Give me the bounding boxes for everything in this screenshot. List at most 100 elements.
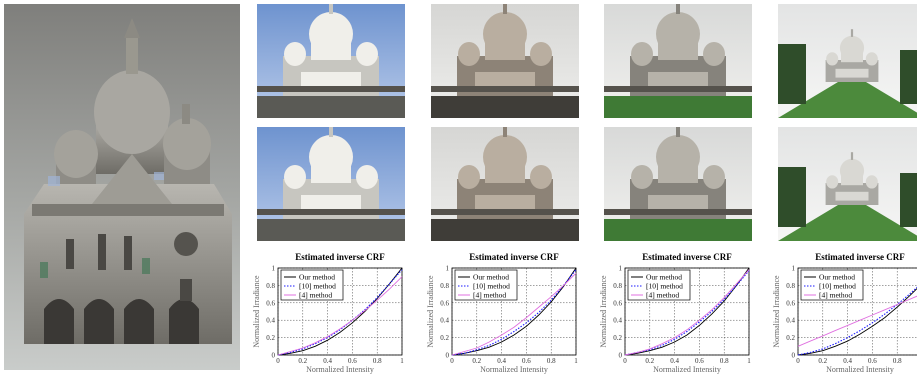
legend-label: [4] method: [646, 291, 679, 300]
basilica-photo-blue-sky-icon: [257, 4, 405, 118]
legend-label: [10] method: [819, 282, 856, 291]
y-tick-label: 0.2: [440, 334, 449, 342]
x-tick-label: 0.4: [843, 357, 852, 365]
chart-title: Estimated inverse CRF: [469, 252, 559, 262]
x-tick-label: 0.8: [893, 357, 902, 365]
crf-plot: Estimated inverse CRF 0 0.2 0.4 0.6 0.8 1 0 0.2 0…: [426, 252, 578, 374]
plot-frame: [277, 267, 403, 356]
crf-chart-1: Estimated inverse CRF 0 0.2 0.4 0.6 0.8 1 0 0.2 0…: [250, 252, 410, 374]
x-axis-label: Normalized Intensity: [653, 365, 721, 374]
legend-label: Our method: [473, 273, 509, 282]
x-axis-label: Normalized Intensity: [480, 365, 548, 374]
x-tick-label: 0.8: [547, 357, 556, 365]
chart-title: Estimated inverse CRF: [815, 252, 905, 262]
x-tick-label: 0.8: [720, 357, 729, 365]
legend: Our method[10] method[4] method: [627, 269, 691, 301]
recolored-photos-2: [431, 127, 579, 241]
input-photos-4: [778, 4, 917, 118]
legend: Our method[10] method[4] method: [280, 269, 344, 301]
y-tick-label: 0.8: [266, 282, 275, 290]
x-tick-label: 0.2: [298, 357, 307, 365]
chart-title: Estimated inverse CRF: [642, 252, 732, 262]
x-tick-label: 0.4: [323, 357, 332, 365]
input-photos-1: [257, 4, 405, 118]
y-tick-label: 0.2: [266, 334, 275, 342]
plot-frame: [451, 267, 577, 356]
chart-title: Estimated inverse CRF: [295, 252, 385, 262]
y-tick-label: 0.2: [613, 334, 622, 342]
basilica-photo-distant-lawn-icon: [778, 127, 917, 241]
series-line-4-method: [797, 295, 917, 347]
y-axis-label: Normalized Irradiance: [426, 275, 435, 348]
y-axis-label: Normalized Irradiance: [252, 275, 261, 348]
y-tick-label: 0.4: [613, 317, 622, 325]
x-tick-label: 0: [623, 357, 627, 365]
recolored-photos-4: [778, 127, 917, 241]
x-tick-label: 0.8: [373, 357, 382, 365]
crf-plot: Estimated inverse CRF 0 0.2 0.4 0.6 0.8 1 0 0.2 0…: [772, 252, 917, 374]
legend-label: [4] method: [299, 291, 332, 300]
series-line-10-method: [277, 269, 403, 356]
x-tick-label: 0.6: [868, 357, 877, 365]
legend-label: [4] method: [473, 291, 506, 300]
y-tick-label: 0.4: [786, 317, 795, 325]
input-photos-3: [604, 4, 752, 118]
3d-reconstructed-basilica-icon: [24, 18, 232, 344]
y-tick-label: 1: [446, 265, 450, 273]
y-tick-label: 0.8: [786, 282, 795, 290]
y-tick-label: 0.4: [266, 317, 275, 325]
series-line-our-method: [451, 267, 577, 356]
legend: Our method[10] method[4] method: [454, 269, 518, 301]
y-tick-label: 0.8: [440, 282, 449, 290]
legend-label: Our method: [819, 273, 855, 282]
series-line-our-method: [277, 267, 403, 356]
legend-label: Our method: [299, 273, 335, 282]
y-tick-label: 1: [792, 265, 796, 273]
x-tick-label: 1: [747, 357, 751, 365]
x-tick-label: 0.6: [695, 357, 704, 365]
x-tick-label: 0.4: [497, 357, 506, 365]
y-axis-label: Normalized Irradiance: [772, 275, 781, 348]
x-tick-label: 1: [400, 357, 404, 365]
series-line-4-method: [451, 272, 577, 356]
y-tick-label: 0.6: [613, 299, 622, 307]
crf-chart-2: Estimated inverse CRF 0 0.2 0.4 0.6 0.8 1 0 0.2 0…: [424, 252, 584, 374]
legend-label: [10] method: [299, 282, 336, 291]
y-tick-label: 0.4: [440, 317, 449, 325]
y-tick-label: 0: [619, 352, 623, 360]
x-tick-label: 0.2: [472, 357, 481, 365]
legend-label: Our method: [646, 273, 682, 282]
legend: Our method[10] method[4] method: [800, 269, 864, 301]
y-tick-label: 0.2: [786, 334, 795, 342]
crf-chart-3: Estimated inverse CRF 0 0.2 0.4 0.6 0.8 1 0 0.2 0…: [597, 252, 757, 374]
series-line-4-method: [624, 269, 750, 356]
plot-frame: [624, 267, 750, 356]
basilica-photo-blue-sky-icon: [257, 127, 405, 241]
crf-plot: Estimated inverse CRF 0 0.2 0.4 0.6 0.8 1 0 0.2 0…: [599, 252, 751, 374]
x-tick-label: 0: [796, 357, 800, 365]
model-render: [4, 4, 240, 370]
x-axis-label: Normalized Intensity: [306, 365, 374, 374]
y-tick-label: 0: [792, 352, 796, 360]
y-tick-label: 0.6: [266, 299, 275, 307]
plot-frame: [797, 267, 917, 356]
x-tick-label: 0.6: [348, 357, 357, 365]
basilica-photo-distant-lawn-icon: [778, 4, 917, 118]
y-tick-label: 0.6: [440, 299, 449, 307]
series-line-10-method: [451, 269, 577, 356]
crf-chart-4: Estimated inverse CRF 0 0.2 0.4 0.6 0.8 1 0 0.2 0…: [770, 252, 917, 374]
legend-label: [10] method: [473, 282, 510, 291]
y-tick-label: 1: [272, 265, 276, 273]
x-axis-label: Normalized Intensity: [826, 365, 894, 374]
legend-label: [4] method: [819, 291, 852, 300]
y-tick-label: 1: [619, 265, 623, 273]
y-tick-label: 0.6: [786, 299, 795, 307]
x-tick-label: 0.2: [818, 357, 827, 365]
recolored-photos-3: [604, 127, 752, 241]
series-line-our-method: [624, 267, 750, 356]
basilica-photo-overcast-dark-icon: [431, 4, 579, 118]
series-line-10-method: [624, 270, 750, 356]
x-tick-label: 1: [574, 357, 578, 365]
input-photos-2: [431, 4, 579, 118]
